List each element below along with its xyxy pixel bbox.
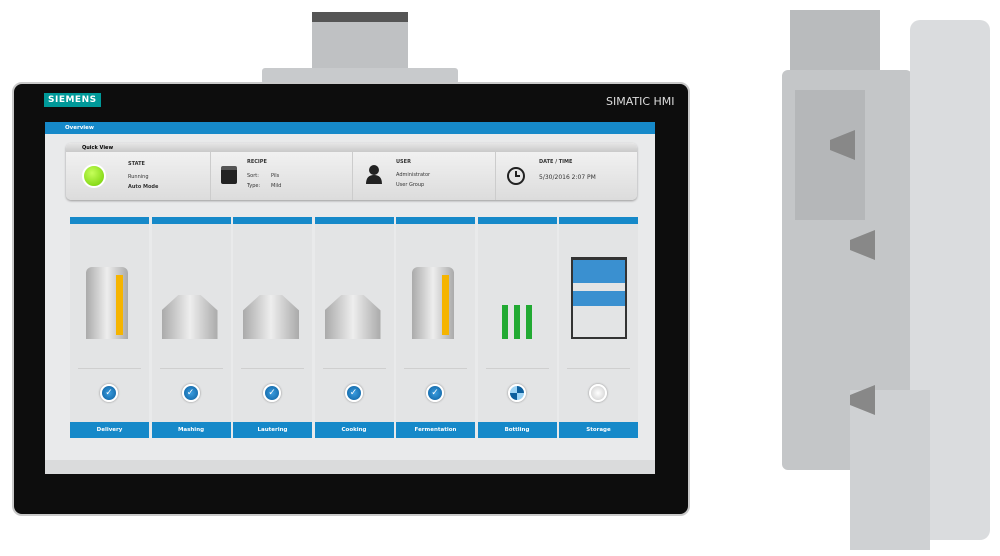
step-label: Storage <box>559 422 638 438</box>
process-step-delivery[interactable]: ✓ Delivery <box>70 217 149 438</box>
status-check-icon[interactable] <box>507 384 526 402</box>
divider <box>159 368 223 369</box>
process-step-cooking[interactable]: ✓ Cooking <box>314 217 394 438</box>
step-header-strip <box>559 217 638 224</box>
step-header-strip <box>314 217 394 224</box>
process-step-fermentation[interactable]: ✓ Fermentation <box>396 217 475 438</box>
quick-view-panel: Quick View STATE Running Auto Mode RECIP… <box>66 143 637 200</box>
divider <box>78 368 141 369</box>
divider <box>241 368 304 369</box>
state-indicator-icon <box>82 164 106 188</box>
quick-view-title: Quick View <box>66 143 637 152</box>
step-header-strip <box>70 217 149 224</box>
user-group: User Group <box>396 182 425 188</box>
datetime-cell: DATE / TIME 5/30/2016 2:07 PM <box>496 152 637 200</box>
bottles-icon <box>501 305 532 339</box>
kettle-icon <box>324 295 381 339</box>
step-label: Bottling <box>477 422 557 438</box>
divider <box>485 368 549 369</box>
process-step-lautering[interactable]: ✓ Lautering <box>233 217 312 438</box>
step-label: Mashing <box>151 422 231 438</box>
divider <box>404 368 467 369</box>
siemens-logo: SIEMENS <box>44 93 101 107</box>
panel-side-view <box>782 10 990 550</box>
user-name: Administrator <box>396 172 431 178</box>
sort-label: Sort: <box>247 173 259 179</box>
sort-value: Pils <box>271 173 280 179</box>
state-cell: STATE Running Auto Mode <box>66 152 211 200</box>
type-label: Type: <box>247 183 261 189</box>
kettle-icon <box>161 295 218 339</box>
divider <box>322 368 386 369</box>
process-step-mashing[interactable]: ✓ Mashing <box>151 217 231 438</box>
step-header-strip <box>151 217 231 224</box>
status-check-icon[interactable]: ✓ <box>344 384 363 402</box>
step-label: Fermentation <box>396 422 475 438</box>
recipe-label: RECIPE <box>247 159 267 165</box>
state-label: STATE <box>128 161 145 167</box>
screen-title-bar: Overview <box>45 122 655 134</box>
bottom-bar <box>45 460 655 474</box>
status-check-icon[interactable]: ✓ <box>263 384 281 402</box>
clock-icon <box>507 167 525 185</box>
user-icon <box>366 165 382 184</box>
status-check-icon[interactable]: ✓ <box>426 384 444 402</box>
state-status: Running <box>128 174 149 180</box>
type-value: Mild <box>271 183 282 189</box>
datetime-label: DATE / TIME <box>539 159 573 165</box>
status-check-icon[interactable] <box>589 384 607 402</box>
recipe-box-icon <box>221 166 237 184</box>
tank-icon <box>412 267 454 339</box>
user-cell[interactable]: USER Administrator User Group <box>353 152 496 200</box>
step-label: Delivery <box>70 422 149 438</box>
user-label: USER <box>396 159 411 165</box>
step-label: Lautering <box>233 422 312 438</box>
datetime-value: 5/30/2016 2:07 PM <box>539 174 596 181</box>
step-header-strip <box>477 217 557 224</box>
state-mode: Auto Mode <box>128 184 159 190</box>
brand-label: SIMATIC HMI <box>606 95 675 108</box>
mounting-bracket <box>262 12 458 84</box>
step-header-strip <box>233 217 312 224</box>
process-step-bottling[interactable]: Bottling <box>477 217 557 438</box>
hmi-screen: Overview Quick View STATE Running Auto M… <box>45 122 655 474</box>
kettle-icon <box>243 295 299 339</box>
shelf-icon <box>571 257 627 339</box>
step-label: Cooking <box>314 422 394 438</box>
divider <box>567 368 630 369</box>
recipe-cell[interactable]: RECIPE Sort: Pils Type: Mild <box>211 152 353 200</box>
status-check-icon[interactable]: ✓ <box>181 384 200 402</box>
tank-icon <box>86 267 128 339</box>
status-check-icon[interactable]: ✓ <box>100 384 118 402</box>
process-step-storage[interactable]: Storage <box>559 217 638 438</box>
step-header-strip <box>396 217 475 224</box>
